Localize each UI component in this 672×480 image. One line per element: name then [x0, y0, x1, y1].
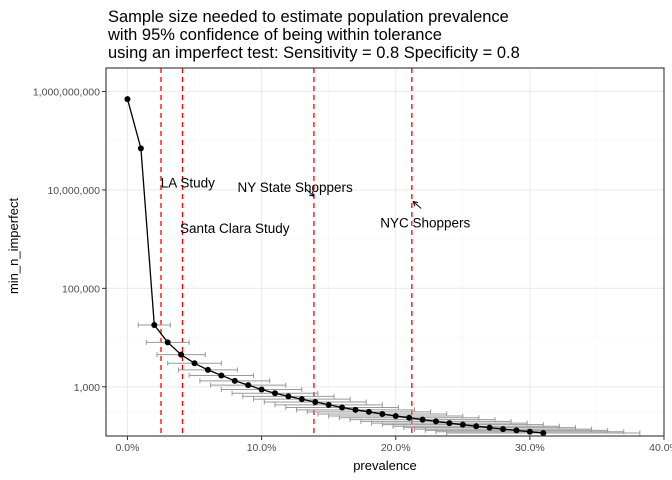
data-point: [298, 396, 305, 403]
data-point: [526, 428, 533, 435]
y-tick-label: 1,000,000,000: [33, 86, 100, 98]
annotation-label: NYC Shoppers: [380, 215, 470, 230]
annotation-arrowhead: [412, 200, 419, 207]
y-tick-label: 1,000: [74, 382, 100, 394]
reference-lines: [160, 68, 413, 436]
data-point: [486, 424, 493, 431]
grid: [106, 68, 665, 436]
data-point: [204, 366, 211, 373]
panel-border: [105, 67, 665, 437]
x-tick-label: 40.0%: [649, 442, 672, 454]
data-point: [218, 372, 225, 379]
data-point: [500, 426, 507, 433]
data-point: [339, 404, 346, 411]
data-point: [473, 423, 480, 430]
data-point: [392, 412, 399, 419]
data-point: [164, 339, 171, 346]
data-point: [137, 145, 144, 152]
data-point: [191, 360, 198, 367]
chart-title: Sample size needed to estimate populatio…: [107, 8, 520, 62]
data-point: [272, 390, 279, 397]
y-tick-label: 10,000,000: [47, 185, 100, 197]
data-point: [124, 96, 131, 103]
x-tick-label: 20.0%: [381, 442, 411, 454]
x-tick-label: 0.0%: [115, 442, 139, 454]
chart-title-line-3: using an imperfect test: Sensitivity = 0…: [108, 44, 520, 62]
error-bars: [137, 322, 641, 436]
data-point: [258, 386, 265, 393]
plot-panel: [106, 68, 664, 436]
annotations: LA Study Santa Clara Study NY State Shoppe…: [161, 176, 471, 236]
data-point: [231, 377, 238, 384]
data-point: [245, 382, 252, 389]
x-tick-label: 30.0%: [515, 442, 545, 454]
data-point: [379, 410, 386, 417]
annotation-arrow: [305, 188, 315, 197]
y-axis-label: min_n_imperfect: [6, 198, 21, 294]
annotation-arrowhead: [308, 191, 315, 197]
data-point: [540, 430, 547, 437]
annotation-label: Santa Clara Study: [180, 221, 290, 236]
data-point: [151, 322, 158, 329]
annotation-arrow: [412, 201, 422, 209]
data-point: [285, 393, 292, 400]
annotation-label: LA Study: [161, 176, 215, 191]
data-point: [365, 408, 372, 415]
data-point: [312, 399, 319, 406]
annotation-label: NY State Shoppers: [237, 180, 353, 195]
data-point: [325, 401, 332, 408]
data-point: [446, 420, 453, 427]
x-axis-label: prevalence: [353, 458, 417, 473]
y-tick-label: 100,000: [62, 283, 100, 295]
data-point: [419, 416, 426, 423]
data-point: [459, 421, 466, 428]
data-point: [513, 427, 520, 434]
data-points: [124, 96, 547, 437]
data-point: [406, 414, 413, 421]
data-point: [352, 406, 359, 413]
x-tick-label: 10.0%: [247, 442, 277, 454]
data-point: [178, 351, 185, 358]
chart-title-line-2: with 95% confidence of being within tole…: [107, 26, 442, 44]
chart-title-line-1: Sample size needed to estimate populatio…: [108, 8, 509, 26]
axes: 0.0% 10.0% 20.0% 30.0% 40.0% 1,000 100,000 10,0…: [33, 67, 672, 454]
data-point: [432, 418, 439, 425]
